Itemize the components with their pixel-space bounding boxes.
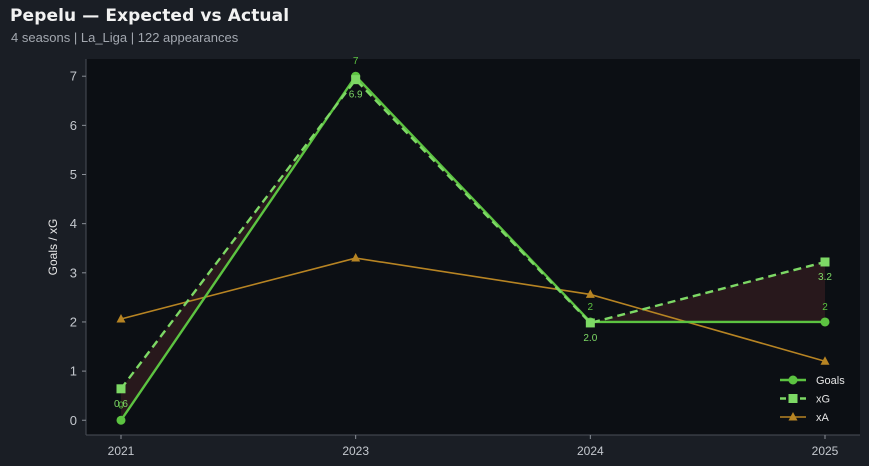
legend-marker-goals xyxy=(788,375,798,385)
xg-data-label: 6.9 xyxy=(349,90,363,101)
x-tick-label: 2021 xyxy=(108,444,135,458)
goals-data-label: 2 xyxy=(588,302,594,313)
point-xa xyxy=(585,289,595,298)
series-layer xyxy=(116,71,830,425)
xg-data-label: 0.6 xyxy=(114,399,128,410)
axes-layer: 0 1 2 3 4 5 6 7 2021 2023 2024 2025 xyxy=(70,59,860,458)
legend-marker-xa xyxy=(788,412,798,421)
point-xa xyxy=(351,253,361,262)
goals-data-label: 7 xyxy=(353,56,359,67)
y-tick-label: 5 xyxy=(70,167,77,182)
point-goals xyxy=(820,317,830,327)
point-xa xyxy=(116,314,126,323)
legend-label-goals: Goals xyxy=(816,375,845,387)
xg-data-label: 2.0 xyxy=(583,333,597,344)
data-labels-layer: 0 7 2 2 0.6 6.9 2.0 3.2 xyxy=(114,56,832,411)
legend-marker-xg xyxy=(788,394,798,403)
y-tick-label: 2 xyxy=(70,314,77,329)
series-line-xa xyxy=(120,257,826,363)
series-line-xg xyxy=(120,77,826,390)
x-tick-label: 2025 xyxy=(812,444,839,458)
point-xa xyxy=(820,356,830,365)
y-tick-label: 0 xyxy=(70,413,77,428)
legend: Goals xG xA xyxy=(780,375,845,424)
point-goals xyxy=(116,415,126,425)
series-line-goals xyxy=(120,74,825,421)
legend-label-xg: xG xyxy=(816,394,830,406)
xg-data-label: 3.2 xyxy=(818,272,832,283)
point-xg xyxy=(351,75,361,85)
goals-data-label: 2 xyxy=(822,302,828,313)
point-xg xyxy=(585,318,595,328)
legend-label-xa: xA xyxy=(816,412,830,424)
y-tick-label: 7 xyxy=(70,69,77,84)
x-tick-label: 2023 xyxy=(342,444,369,458)
y-tick-label: 4 xyxy=(70,216,77,231)
y-tick-label: 1 xyxy=(70,364,77,379)
y-tick-label: 3 xyxy=(70,265,77,280)
x-tick-label: 2024 xyxy=(577,444,604,458)
point-xg xyxy=(116,384,126,394)
y-axis-label: Goals / xG xyxy=(46,219,60,276)
chart-title: Pepelu — Expected vs Actual xyxy=(10,6,290,26)
plot-area xyxy=(86,59,860,435)
point-xg xyxy=(820,257,830,267)
goals-data-label: 0 xyxy=(118,400,124,411)
y-tick-label: 6 xyxy=(70,118,77,133)
chart-subtitle: 4 seasons | La_Liga | 122 appearances xyxy=(11,30,239,45)
